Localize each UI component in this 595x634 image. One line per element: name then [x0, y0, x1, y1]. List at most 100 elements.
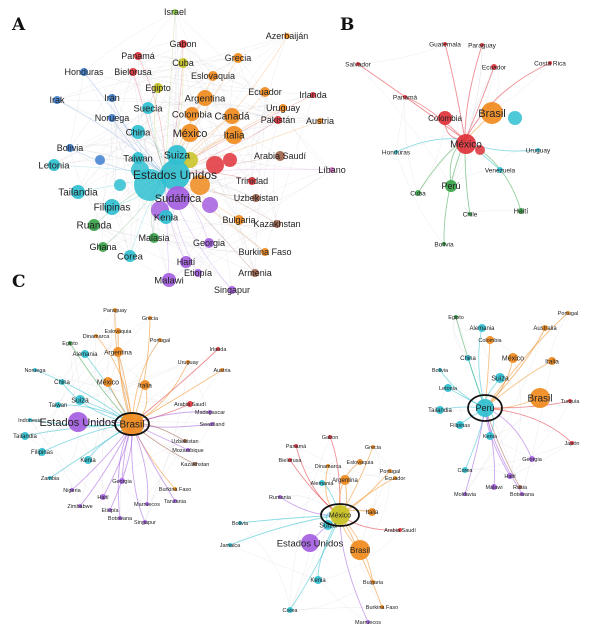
cluster-node-a-8 [95, 155, 105, 165]
node-cm-panama [294, 444, 298, 448]
node-label-a-letonia: Letonia [38, 160, 70, 171]
edge-link-a-etiopia-2 [197, 223, 278, 274]
cluster-node-a-5 [114, 179, 126, 191]
node-label-cp-rusia: Rusia [513, 485, 528, 491]
node-cp-peru [476, 399, 494, 417]
panel-label-b: B [340, 15, 354, 35]
edge-link-a-canada-2 [182, 43, 233, 117]
edge-link-a-azerbaijan-1 [56, 35, 288, 101]
node-label-cb-marruecos: Marruecos [134, 502, 160, 508]
node-label-cp-suiza: Suiza [491, 375, 509, 382]
node-label-b-cuba: Cuba [410, 190, 426, 197]
node-b-panama [403, 95, 407, 99]
node-cp-brasil [530, 388, 550, 408]
node-label-cb-dinamarca: Dinamarca [83, 334, 111, 340]
cluster-node-a-2 [206, 156, 224, 174]
edge-link-a-taiwan-1 [137, 62, 184, 159]
node-label-a-grecia: Grecia [225, 53, 252, 63]
edge-link-cb-kenia-0 [87, 339, 161, 461]
node-a-malasia [149, 233, 159, 243]
node-cb-china [59, 379, 65, 385]
node-b-venezuela [497, 167, 503, 173]
node-cb-mexico [103, 377, 113, 387]
node-label-a-malawi: Malawi [154, 275, 184, 286]
node-label-cp-bolivia: Bolivia [432, 368, 449, 374]
node-a-kazakhstan [273, 220, 281, 228]
node-cp-tailandia [436, 406, 444, 414]
edge-link-cb-mexico-0 [107, 381, 121, 519]
edge-link-a-haiti-1 [185, 107, 284, 263]
edge-link-cb-zimbabwe-0 [29, 419, 81, 507]
node-cm-italia [368, 508, 376, 516]
edge-link-a-israel-0 [83, 11, 176, 73]
node-cb-egipto [68, 341, 72, 345]
node-label-a-georgia: Georgia [193, 238, 225, 248]
edge-link-cm-panama-0 [295, 445, 396, 479]
edge-link-cb-noruega-0 [34, 369, 211, 413]
node-a-sudafrica [166, 186, 190, 210]
edge-link-a-ecuador-2 [137, 55, 266, 93]
node-a-uzbekistan [252, 194, 260, 202]
node-cp-corea [462, 467, 468, 473]
edge-link-a-libano-2 [153, 169, 333, 239]
edge-link-a-uruguay-1 [282, 107, 333, 171]
edge-link-cb-eslovaquia-0 [24, 330, 119, 437]
edge-cp-alemania [478, 327, 486, 409]
edge-cm-marruecos [339, 514, 369, 623]
node-label-cp-moldavia: Moldavia [454, 492, 477, 498]
edge-link-cb-etiopia-0 [57, 404, 111, 511]
node-cb-irlanda [216, 347, 220, 351]
node-label-cb-brasil: Brasil [119, 420, 144, 431]
node-label-cm-suiza: Suiza [319, 522, 337, 529]
node-cm-gabon [328, 435, 332, 439]
edge-link-cp-mexico-0 [509, 357, 522, 477]
node-label-a-ecuador: Ecuador [248, 87, 282, 97]
node-cm-burkina-faso [380, 605, 384, 609]
labels-layer: Israel Gabon Azerbaiján Panamá Grecia Hondura… [13, 7, 580, 626]
edge-link-a-letonia-1 [53, 97, 206, 166]
node-label-cb-eslovaquia: Eslovaquia [105, 329, 133, 335]
node-label-cb-alemania: Alemania [72, 352, 98, 358]
edge-link-a-armenia-0 [254, 107, 284, 274]
node-cb-alemania [81, 350, 89, 358]
ego-ring-cb [114, 412, 150, 436]
node-b-uruguay [536, 148, 540, 152]
node-label-cb-irlanda: Irlanda [210, 347, 228, 353]
node-cb-tailandia [21, 432, 29, 440]
edge-link-a-ecuador-0 [251, 91, 266, 182]
node-label-cp-haiti: Haití [504, 474, 516, 480]
node-label-a-burkina-faso: Burkina Faso [238, 247, 291, 257]
node-a-grecia [233, 53, 243, 63]
node-a-noruega [108, 114, 116, 122]
edge-link-cp-australia-0 [537, 320, 546, 329]
node-label-cb-estados-unidos: Estados Unidos [39, 417, 117, 429]
node-label-a-armenia: Armenia [238, 268, 272, 278]
node-cb-italia [140, 380, 150, 390]
node-a-bielorusa [129, 68, 137, 76]
node-label-cm-kenia: Kenia [310, 578, 326, 584]
edge-cp-portugal [484, 312, 569, 409]
node-label-b-paraguay: Paraguay [468, 42, 497, 49]
edge-link-a-suiza-2 [174, 11, 179, 156]
node-cp-egipto [454, 315, 458, 319]
panel-label-a: A [11, 15, 26, 35]
edge-link-a-kenia-2 [165, 216, 278, 226]
node-cp-italia [548, 357, 556, 365]
node-cm-rumania [278, 495, 282, 499]
node-b-bolivia [442, 242, 446, 246]
node-cp-portugal [566, 311, 570, 315]
node-a-israel [172, 9, 178, 15]
node-a-tailandia [71, 185, 85, 199]
node-label-a-gabon: Gabon [169, 39, 196, 49]
node-a-georgia [204, 238, 214, 248]
node-label-a-bulgaria: Bulgaria [222, 215, 255, 225]
node-cm-bulgaria [371, 580, 375, 584]
edge-cp-japon [484, 407, 573, 444]
node-a-letonia [48, 159, 60, 171]
node-label-cb-suiza: Suiza [71, 397, 89, 404]
node-a-gabon [179, 40, 187, 48]
node-cb-eslovaquia [115, 328, 121, 334]
node-label-cm-corea: Corea [283, 608, 299, 614]
edge-link-b-ecuador-0 [450, 66, 495, 187]
node-label-cb-noruega: Noruega [24, 368, 46, 374]
